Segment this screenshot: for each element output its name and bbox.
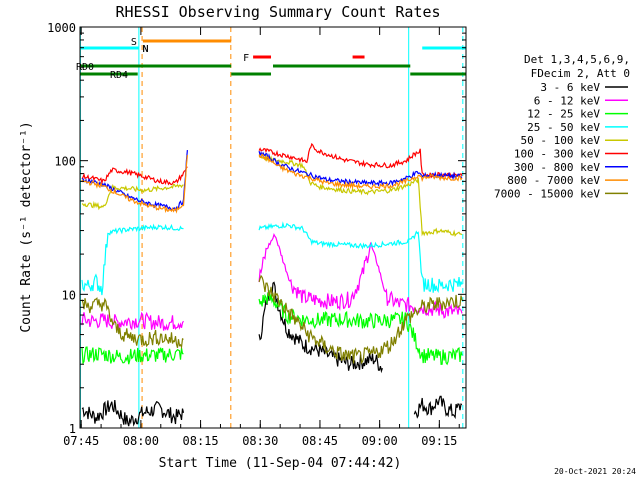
y-axis-label: Count Rate (s⁻¹ detector⁻¹) bbox=[19, 121, 34, 332]
legend-header: Det 1,3,4,5,6,9, bbox=[524, 53, 630, 66]
series-line bbox=[258, 153, 463, 190]
y-tick-label: 100 bbox=[54, 155, 76, 169]
legend-entry-label: 100 - 300 keV bbox=[514, 148, 600, 161]
y-axis: 1 10 100 1000 bbox=[47, 21, 466, 436]
series-line bbox=[258, 233, 463, 319]
flag-label: RD0 bbox=[76, 62, 94, 73]
legend-entry-label: 25 - 50 keV bbox=[527, 121, 600, 134]
series-line bbox=[81, 223, 184, 296]
x-tick-label: 08:45 bbox=[302, 434, 338, 448]
legend-entry-label: 6 - 12 keV bbox=[534, 94, 601, 107]
legend-header: FDecim 2, Att 0 bbox=[531, 67, 630, 80]
legend-entry-label: 12 - 25 keV bbox=[527, 108, 600, 121]
series-line bbox=[258, 154, 463, 238]
series-line bbox=[81, 150, 188, 212]
x-axis-label: Start Time (11-Sep-04 07:44:42) bbox=[159, 456, 402, 471]
x-tick-label: 08:00 bbox=[123, 434, 159, 448]
y-tick-label: 1 bbox=[69, 422, 76, 436]
x-tick-label: 07:45 bbox=[63, 434, 99, 448]
legend-entry-label: 7000 - 15000 keV bbox=[494, 187, 600, 200]
legend-entry-label: 800 - 7000 keV bbox=[507, 174, 600, 187]
plot-frame bbox=[79, 26, 467, 429]
series-layer bbox=[81, 142, 463, 427]
chart-title: RHESSI Observing Summary Count Rates bbox=[115, 3, 440, 21]
series-line bbox=[81, 183, 184, 211]
series-line bbox=[413, 395, 463, 420]
series-line bbox=[81, 166, 188, 186]
y-tick-label: 10 bbox=[62, 288, 76, 302]
x-axis: 07:45 08:00 08:15 08:30 08:45 09:00 09:15 bbox=[63, 27, 460, 448]
x-tick-label: 08:30 bbox=[242, 434, 278, 448]
x-tick-label: 08:15 bbox=[183, 434, 219, 448]
legend-entry-label: 3 - 6 keV bbox=[540, 81, 600, 94]
series-line bbox=[258, 281, 383, 374]
series-line bbox=[81, 155, 188, 214]
legend-entry-label: 300 - 800 keV bbox=[514, 161, 600, 174]
series-line bbox=[81, 346, 184, 365]
legend-entry-label: 50 - 100 keV bbox=[521, 134, 601, 147]
y-tick-label: 1000 bbox=[47, 21, 76, 35]
flag-label: S bbox=[131, 37, 137, 48]
footer-date: 20-Oct-2021 20:24 bbox=[554, 467, 636, 476]
flag-label: N bbox=[142, 44, 148, 55]
series-line bbox=[81, 399, 185, 427]
series-line bbox=[258, 150, 463, 187]
x-tick-label: 09:15 bbox=[421, 434, 457, 448]
series-line bbox=[258, 289, 463, 366]
flag-label: N bbox=[142, 44, 148, 55]
series-line bbox=[258, 274, 463, 365]
legend: Det 1,3,4,5,6,9,FDecim 2, Att 03 - 6 keV… bbox=[494, 53, 630, 200]
series-line bbox=[81, 297, 184, 350]
series-line bbox=[81, 311, 184, 331]
x-tick-label: 09:00 bbox=[362, 434, 398, 448]
series-line bbox=[258, 221, 463, 294]
flag-label: F bbox=[243, 53, 249, 64]
flag-label: RD4 bbox=[110, 70, 128, 81]
